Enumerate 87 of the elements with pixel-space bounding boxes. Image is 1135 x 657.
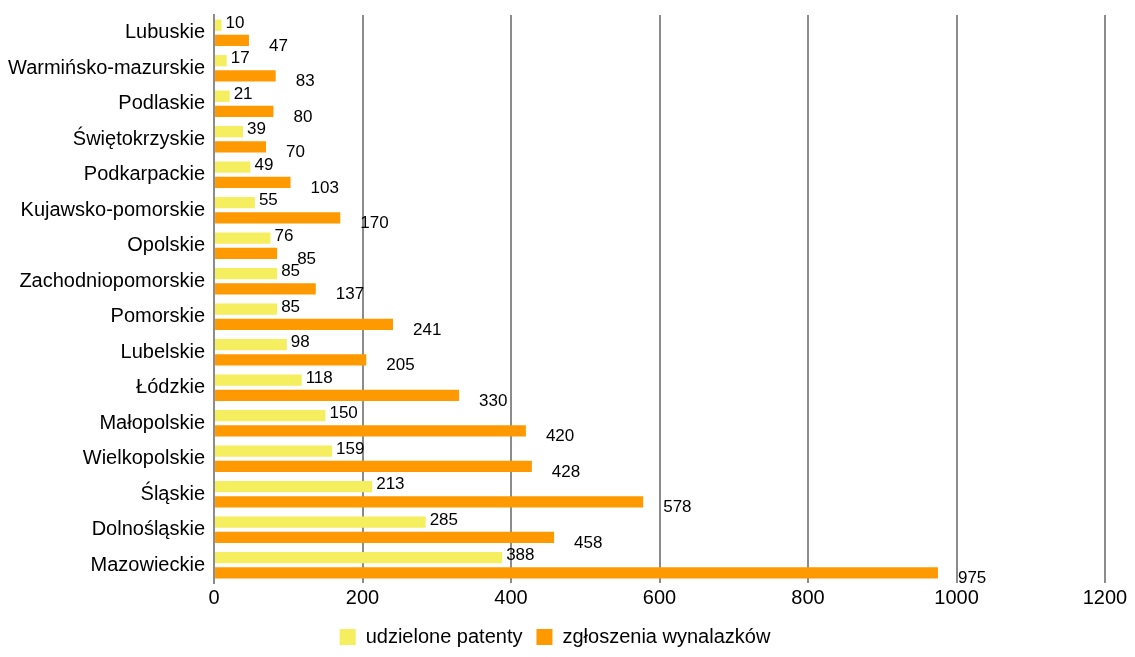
legend-label: zgłoszenia wynalazków xyxy=(562,624,771,647)
bar xyxy=(215,283,316,295)
y-tick-label: Mazowieckie xyxy=(90,552,206,575)
bar xyxy=(215,374,302,386)
bar xyxy=(215,232,271,244)
data-label: 241 xyxy=(412,319,442,339)
bar xyxy=(215,126,244,138)
bar xyxy=(215,55,227,67)
data-label: 80 xyxy=(293,106,313,126)
data-label: 428 xyxy=(551,461,581,481)
data-label: 170 xyxy=(360,213,389,233)
data-label: 458 xyxy=(574,532,603,552)
data-label: 150 xyxy=(329,403,358,423)
data-label: 70 xyxy=(286,142,305,162)
x-tick-label: 800 xyxy=(791,585,825,608)
data-label: 47 xyxy=(268,35,288,55)
data-label: 388 xyxy=(506,545,535,565)
bar xyxy=(215,410,326,422)
data-label: 205 xyxy=(386,355,415,375)
bar xyxy=(215,389,460,401)
bar xyxy=(215,460,532,472)
bar xyxy=(215,70,276,82)
data-label: 420 xyxy=(545,426,575,446)
bar xyxy=(215,445,333,457)
y-tick-label: Lubelskie xyxy=(120,339,206,362)
bar xyxy=(215,496,644,508)
bar xyxy=(215,141,267,153)
bar xyxy=(215,212,341,224)
data-label: 103 xyxy=(310,177,339,197)
data-label: 159 xyxy=(336,438,365,458)
x-tick-label: 0 xyxy=(208,585,220,608)
data-label: 118 xyxy=(305,367,333,387)
x-tick-label: 400 xyxy=(494,585,528,608)
bar xyxy=(215,318,393,330)
bar xyxy=(215,531,555,543)
data-label: 10 xyxy=(225,12,245,32)
data-label: 76 xyxy=(274,225,294,245)
data-label: 578 xyxy=(663,497,692,517)
bar xyxy=(215,197,255,209)
legend-label: udzielone patenty xyxy=(365,624,523,647)
bar xyxy=(215,339,287,351)
data-label: 137 xyxy=(335,284,365,304)
bar xyxy=(215,567,938,579)
y-tick-label: Śląskie xyxy=(140,480,206,504)
bar xyxy=(215,19,222,31)
bar xyxy=(215,516,426,528)
bar xyxy=(215,161,251,173)
y-tick-label: Pomorskie xyxy=(110,304,206,327)
bar xyxy=(215,105,274,117)
x-tick-label: 1200 xyxy=(1082,585,1128,608)
bar xyxy=(215,481,373,493)
y-tick-label: Warmińsko-mazurskie xyxy=(8,55,206,78)
bar xyxy=(215,176,291,188)
data-label: 55 xyxy=(258,190,278,210)
y-tick-label: Opolskie xyxy=(127,233,206,256)
x-tick-label: 1000 xyxy=(934,585,979,608)
data-label: 39 xyxy=(247,119,266,139)
data-label: 85 xyxy=(281,296,301,316)
data-label: 49 xyxy=(254,154,274,174)
bar xyxy=(215,354,367,366)
data-label: 21 xyxy=(233,83,253,103)
y-tick-label: Świętokrzyskie xyxy=(72,125,206,149)
data-label: 83 xyxy=(295,71,315,91)
y-tick-label: Kujawsko-pomorskie xyxy=(20,197,206,220)
data-label: 975 xyxy=(957,568,987,588)
bar xyxy=(215,303,278,315)
bar xyxy=(215,247,278,259)
y-tick-label: Dolnośląskie xyxy=(91,517,206,540)
y-tick-label: Łódzkie xyxy=(136,375,206,398)
data-label: 285 xyxy=(429,509,459,529)
x-tick-label: 600 xyxy=(642,585,677,608)
bar xyxy=(215,425,526,437)
bar xyxy=(215,268,278,280)
data-label: 17 xyxy=(230,48,250,68)
data-label: 213 xyxy=(376,474,405,494)
x-tick-label: 200 xyxy=(345,585,380,608)
y-tick-label: Wielkopolskie xyxy=(82,446,206,469)
bar xyxy=(215,34,249,46)
y-tick-label: Podlaskie xyxy=(118,91,206,114)
bar xyxy=(215,90,230,102)
y-tick-label: Lubuskie xyxy=(125,20,206,43)
bar xyxy=(215,552,503,564)
data-label: 330 xyxy=(479,390,508,410)
y-tick-label: Podkarpackie xyxy=(83,162,206,185)
y-tick-label: Zachodniopomorskie xyxy=(19,268,206,291)
y-tick-label: Małopolskie xyxy=(99,410,206,433)
data-label: 98 xyxy=(290,332,310,352)
